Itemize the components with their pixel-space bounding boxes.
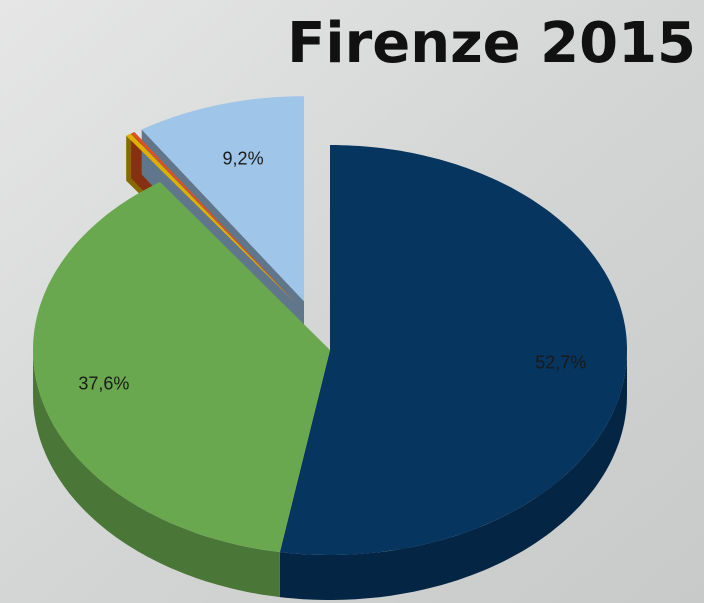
slice — [126, 133, 297, 304]
data-label: 9,2% — [223, 148, 264, 168]
pie: 52,7% 37,6% 9,2% — [33, 96, 627, 600]
chart-title: Firenze 2015 — [287, 11, 696, 76]
slice-side — [279, 350, 627, 600]
slice — [33, 181, 330, 553]
data-label: 52,7% — [535, 352, 586, 372]
data-label: 37,6% — [78, 374, 129, 394]
slice — [279, 145, 627, 555]
slice-side — [33, 350, 280, 598]
slice — [131, 132, 297, 304]
slice — [141, 96, 304, 302]
